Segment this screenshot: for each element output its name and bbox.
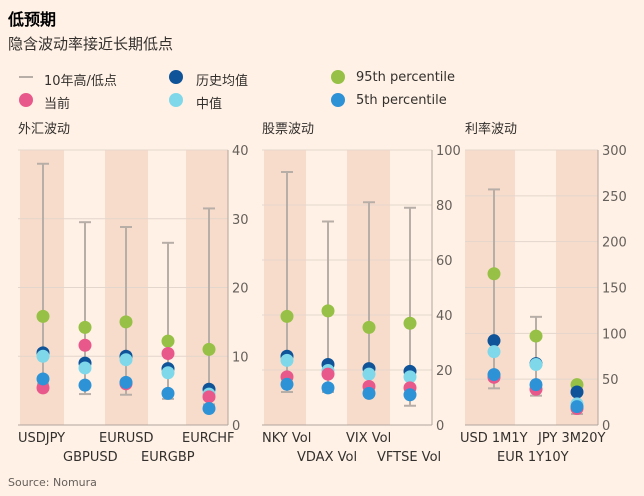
panel-2-category-label-2: JPY 3M20Y <box>537 431 605 446</box>
panel-1-category-label-0: NKY Vol <box>262 431 311 446</box>
panel-2-point-4-0 <box>487 368 501 382</box>
panel-0-tick-label-0: 0 <box>232 419 240 434</box>
panel-0-point-0-3 <box>161 334 175 348</box>
panel-0-point-2-2 <box>119 353 133 367</box>
panel-2-category-label-1: EUR 1Y10Y <box>497 450 569 465</box>
panel-0-point-2-1 <box>78 361 92 375</box>
panel-1-point-0-0 <box>280 309 294 323</box>
legend-p95-label: 95th percentile <box>356 70 456 85</box>
panel-0-point-3-3 <box>161 347 175 360</box>
panel-2-tick-label-5: 250 <box>602 190 627 205</box>
panel-2-point-4-2 <box>570 400 584 414</box>
panel-0-point-4-1 <box>78 378 92 392</box>
panel-0-tick-label-1: 10 <box>232 350 249 365</box>
panel-1-point-4-2 <box>362 386 376 400</box>
panel-2-tick-label-4: 200 <box>602 236 627 251</box>
panel-0-point-3-1 <box>78 338 92 352</box>
panel-0-point-4-0 <box>36 372 50 386</box>
panel-1-point-0-1 <box>321 304 335 318</box>
panel-1-tick-label-5: 100 <box>436 144 461 159</box>
panel-0-tick-label-3: 30 <box>232 213 249 228</box>
panel-1-point-3-1 <box>321 367 335 381</box>
legend-median-label: 中值 <box>196 97 223 112</box>
panel-0-point-2-0 <box>36 349 50 363</box>
legend-p95-swatch <box>331 70 345 84</box>
panel-1-title: 股票波动 <box>262 122 314 137</box>
panel-1-point-4-0 <box>280 377 294 391</box>
legend-range-label: 10年高/低点 <box>44 74 117 89</box>
panel-0-tick-label-2: 20 <box>232 282 249 297</box>
legend-p5-label: 5th percentile <box>356 93 447 108</box>
panel-1-point-2-3 <box>403 370 417 384</box>
panel-0-category-label-3: EURGBP <box>141 450 195 465</box>
panel-2-point-0-1 <box>529 329 543 343</box>
panel-2-point-1-2 <box>570 385 584 399</box>
panel-1-tick-label-4: 80 <box>436 199 453 214</box>
panel-2-title: 利率波动 <box>465 121 517 137</box>
panel-2-tick-label-6: 300 <box>602 144 627 159</box>
panel-1-point-4-3 <box>403 388 417 402</box>
panel-1-point-0-3 <box>403 316 417 330</box>
legend-avg-swatch <box>169 70 183 84</box>
legend-avg-label: 历史均值 <box>196 74 249 89</box>
panel-0-point-0-0 <box>36 309 50 323</box>
panel-0-point-0-4 <box>202 342 216 356</box>
panel-1-tick-label-1: 20 <box>436 364 453 379</box>
panel-2-point-0-0 <box>487 267 501 281</box>
panel-0-category-label-2: EURUSD <box>99 431 154 446</box>
panel-1-point-4-1 <box>321 381 335 395</box>
panel-0-point-4-4 <box>202 402 216 415</box>
chart-title: 低预期 <box>8 10 57 29</box>
panel-2-tick-label-0: 0 <box>602 419 610 434</box>
panel-2-point-4-1 <box>529 378 543 392</box>
panel-1-point-2-0 <box>280 353 294 367</box>
panel-1-category-label-3: VFTSE Vol <box>377 450 441 465</box>
panel-0-point-4-2 <box>119 375 133 389</box>
legend-current-swatch <box>19 93 33 107</box>
panel-1-tick-label-2: 40 <box>436 309 453 324</box>
panel-0-point-3-0 <box>36 381 50 395</box>
panel-1-point-0-2 <box>362 320 376 334</box>
legend: 10年高/低点 历史均值 95th percentile 当前 中值 5th p… <box>0 0 644 120</box>
panel-0-category-label-1: GBPUSD <box>63 450 118 465</box>
panel-0-point-4-3 <box>161 386 175 400</box>
legend-range-swatch <box>19 76 33 78</box>
panel-2-tick-label-1: 50 <box>602 373 619 388</box>
legend-median-swatch <box>169 93 183 107</box>
panel-0-category-label-0: USDJPY <box>18 431 65 446</box>
legend-p5-swatch <box>331 93 345 107</box>
panel-2-point-1-0 <box>487 334 501 348</box>
panel-0-point-3-4 <box>202 390 216 404</box>
legend-current-label: 当前 <box>44 97 71 112</box>
panel-1-tick-label-0: 0 <box>436 419 444 434</box>
panel-0-tick-label-4: 40 <box>232 144 249 159</box>
source-note: Source: Nomura <box>8 476 97 489</box>
panel-0-point-0-1 <box>78 320 92 334</box>
panel-0-title: 外汇波动 <box>18 122 70 137</box>
panel-0-point-2-3 <box>161 366 175 380</box>
panel-1-category-label-1: VDAX Vol <box>297 450 357 465</box>
panel-0-point-0-2 <box>119 315 133 329</box>
panel-2-tick-label-2: 100 <box>602 327 627 342</box>
panel-1-point-2-2 <box>362 367 376 381</box>
chart-subtitle: 隐含波动率接近长期低点 <box>8 35 174 53</box>
panel-1-category-label-2: VIX Vol <box>346 431 391 446</box>
panel-2-tick-label-3: 150 <box>602 282 627 297</box>
panel-2-point-2-0 <box>487 345 501 359</box>
panel-2-point-2-1 <box>529 358 543 371</box>
panel-2-category-label-0: USD 1M1Y <box>460 431 528 446</box>
panel-1-tick-label-3: 60 <box>436 254 453 269</box>
panel-0-category-label-4: EURCHF <box>182 431 234 446</box>
